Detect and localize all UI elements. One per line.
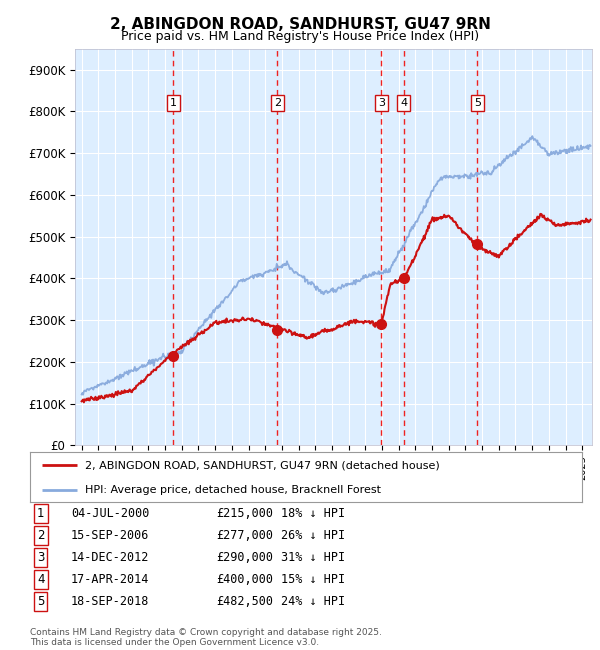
Text: £400,000: £400,000	[216, 573, 273, 586]
Text: 24% ↓ HPI: 24% ↓ HPI	[281, 595, 345, 608]
Text: £277,000: £277,000	[216, 529, 273, 542]
Text: 31% ↓ HPI: 31% ↓ HPI	[281, 551, 345, 564]
Text: 2: 2	[274, 98, 281, 108]
Text: Price paid vs. HM Land Registry's House Price Index (HPI): Price paid vs. HM Land Registry's House …	[121, 30, 479, 43]
Text: 14-DEC-2012: 14-DEC-2012	[71, 551, 149, 564]
Text: 17-APR-2014: 17-APR-2014	[71, 573, 149, 586]
Text: £215,000: £215,000	[216, 507, 273, 520]
Text: 2, ABINGDON ROAD, SANDHURST, GU47 9RN (detached house): 2, ABINGDON ROAD, SANDHURST, GU47 9RN (d…	[85, 460, 440, 470]
Text: Contains HM Land Registry data © Crown copyright and database right 2025.
This d: Contains HM Land Registry data © Crown c…	[30, 628, 382, 647]
Text: 26% ↓ HPI: 26% ↓ HPI	[281, 529, 345, 542]
Text: £482,500: £482,500	[216, 595, 273, 608]
Text: 1: 1	[37, 507, 44, 520]
Text: £290,000: £290,000	[216, 551, 273, 564]
Text: 4: 4	[37, 573, 44, 586]
Text: 3: 3	[37, 551, 44, 564]
Text: 5: 5	[474, 98, 481, 108]
Text: 1: 1	[170, 98, 177, 108]
Text: 18% ↓ HPI: 18% ↓ HPI	[281, 507, 345, 520]
Text: 15% ↓ HPI: 15% ↓ HPI	[281, 573, 345, 586]
Text: 2: 2	[37, 529, 44, 542]
Text: 3: 3	[378, 98, 385, 108]
Text: 18-SEP-2018: 18-SEP-2018	[71, 595, 149, 608]
Text: 04-JUL-2000: 04-JUL-2000	[71, 507, 149, 520]
Text: 4: 4	[400, 98, 407, 108]
Text: 2, ABINGDON ROAD, SANDHURST, GU47 9RN: 2, ABINGDON ROAD, SANDHURST, GU47 9RN	[110, 17, 490, 32]
Text: 15-SEP-2006: 15-SEP-2006	[71, 529, 149, 542]
Text: 5: 5	[37, 595, 44, 608]
Text: HPI: Average price, detached house, Bracknell Forest: HPI: Average price, detached house, Brac…	[85, 486, 381, 495]
